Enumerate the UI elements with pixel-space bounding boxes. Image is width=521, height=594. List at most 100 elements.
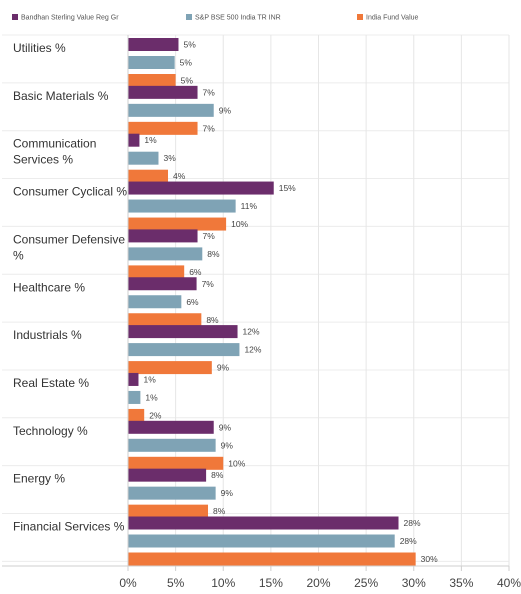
bar-utilities-series-1 [128,38,179,51]
bar-consumer-cyclical-series-2 [128,199,236,213]
data-label: 8% [213,506,226,516]
category-labels: Utilities % Basic Materials % Communicatio… [13,41,127,534]
category-label: Financial Services % [13,520,125,534]
legend-label: S&P BSE 500 India TR INR [195,15,281,22]
category-label: Industrials % [13,328,82,342]
data-label: 8% [211,470,224,480]
bar-industrials-series-2 [128,343,240,357]
legend-swatch [186,14,192,20]
bar-healthcare-series-2 [128,295,182,309]
bar-consumer-defensive-series-3 [128,265,185,279]
data-label: 9% [219,422,232,432]
category-label: Communication Services % [13,137,96,167]
data-label: 15% [279,183,296,193]
x-tick-label: 10% [211,576,235,590]
data-label: 7% [203,231,216,241]
x-axis: 0% 5% 10% 15% 20% 25% 30% 35% 40% [2,35,521,590]
bar-basic-materials-series-1 [128,85,198,99]
bar-energy-series-2 [128,486,216,500]
category-label: Utilities % [13,41,66,55]
category-label: Consumer Defensive% [13,232,125,262]
data-label: 12% [243,327,260,337]
category-label: Basic Materials % [13,89,109,103]
bar-consumer-defensive-series-2 [128,247,203,261]
category-label: Healthcare % [13,280,85,294]
bar-industrials-series-1 [128,325,238,339]
legend-item-3: India Fund Value [357,14,419,22]
data-label: 11% [241,201,258,211]
data-label: 12% [244,345,261,355]
legend-swatch [357,14,363,20]
x-tick-label: 30% [402,576,426,590]
bar-real-estate-series-2 [128,390,141,404]
bar-real-estate-series-3 [128,408,145,422]
legend-label: Bandhan Sterling Value Reg Gr [21,15,119,22]
bar-energy-series-1 [128,468,207,482]
data-label: 28% [400,536,417,546]
chart-bars [128,38,416,566]
bar-basic-materials-series-2 [128,103,214,117]
x-tick-label: 20% [306,576,330,590]
bar-industrials-series-3 [128,361,212,375]
legend-swatch [12,14,18,20]
data-label: 5% [181,76,194,86]
data-label: 8% [206,315,219,325]
bar-technology-series-2 [128,438,216,452]
data-label: 10% [228,458,245,468]
bar-healthcare-series-1 [128,277,197,291]
bar-financial-services-series-1 [128,516,399,530]
bar-financial-services-series-2 [128,534,395,548]
x-tick-label: 0% [119,576,137,590]
data-label: 8% [207,249,220,259]
legend-item-1: Bandhan Sterling Value Reg Gr [12,14,119,22]
x-tick-label: 40% [497,576,521,590]
data-label: 5% [180,58,193,68]
x-tick-label: 25% [354,576,378,590]
data-label: 9% [219,105,232,115]
bar-technology-series-3 [128,456,224,470]
bar-utilities-series-2 [128,56,175,69]
data-label: 7% [202,279,215,289]
data-label: 30% [421,554,438,564]
chart-legend: Bandhan Sterling Value Reg Gr S&P BSE 500… [12,14,419,22]
data-label: 6% [189,267,202,277]
data-label: 5% [183,40,196,50]
bar-consumer-cyclical-series-1 [128,181,274,195]
bar-consumer-cyclical-series-3 [128,217,227,231]
legend-item-2: S&P BSE 500 India TR INR [186,14,281,22]
bar-communication-services-series-2 [128,151,159,165]
data-label: 2% [149,410,162,420]
category-label: Technology % [13,424,88,438]
bar-financial-services-series-3 [128,552,416,566]
data-labels: 5%5%5%7%9%7%1%3%4%15%11%10%7%8%6%7%6%8%1… [143,40,438,565]
data-label: 7% [203,123,216,133]
data-label: 1% [143,374,156,384]
bar-healthcare-series-3 [128,313,202,327]
data-label: 1% [144,135,157,145]
category-label: Real Estate % [13,376,89,390]
bar-real-estate-series-1 [128,372,139,386]
x-tick-label: 5% [167,576,185,590]
data-label: 1% [145,392,158,402]
data-label: 4% [173,171,186,181]
category-label: Consumer Cyclical % [13,185,127,199]
category-label: Energy % [13,472,65,486]
bar-consumer-defensive-series-1 [128,229,198,243]
bar-technology-series-1 [128,420,214,434]
x-tick-label: 15% [259,576,283,590]
legend-label: India Fund Value [366,15,419,22]
category-separators [2,34,509,562]
data-label: 10% [231,219,248,229]
bar-basic-materials-series-3 [128,121,198,135]
data-label: 9% [221,440,234,450]
bar-utilities-series-3 [128,74,176,87]
data-label: 6% [186,297,199,307]
data-label: 7% [203,87,216,97]
bar-communication-services-series-3 [128,169,169,183]
x-tick-label: 35% [449,576,473,590]
data-label: 28% [404,518,421,528]
data-label: 9% [217,363,230,373]
data-label: 3% [163,153,176,163]
bar-energy-series-3 [128,504,209,518]
